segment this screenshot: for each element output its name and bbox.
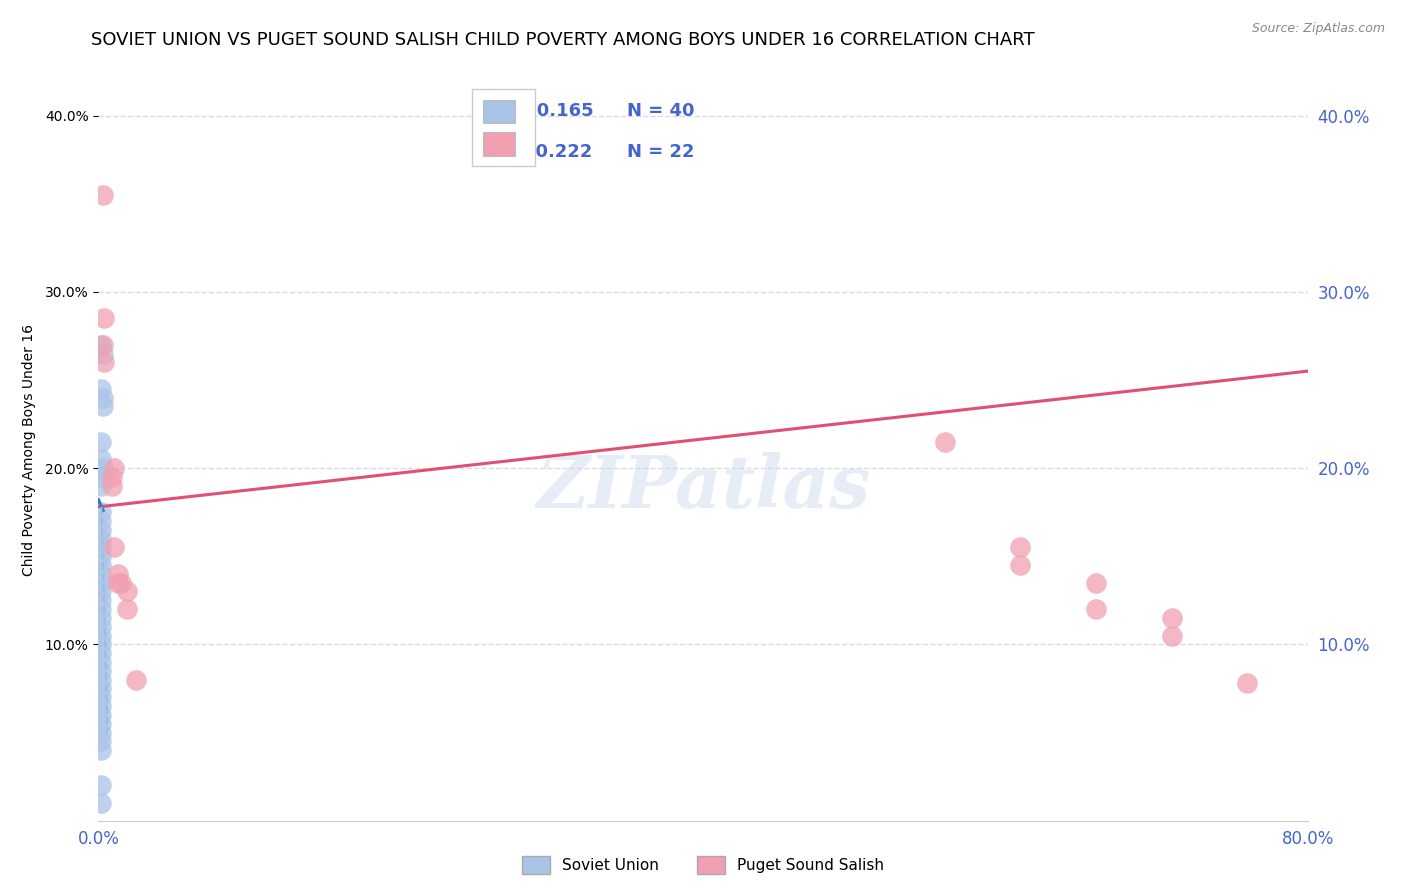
Point xyxy=(90,505,112,519)
Point xyxy=(90,707,112,722)
Point xyxy=(91,337,114,351)
Point xyxy=(90,620,112,634)
Point xyxy=(91,391,114,405)
Point xyxy=(1160,628,1182,642)
Point xyxy=(1085,602,1108,616)
Point xyxy=(90,681,112,696)
Point xyxy=(90,584,112,599)
Point xyxy=(115,602,138,616)
Legend: Soviet Union, Puget Sound Salish: Soviet Union, Puget Sound Salish xyxy=(516,850,890,880)
Point xyxy=(101,479,124,493)
Point xyxy=(125,673,148,687)
Point xyxy=(90,566,112,581)
Point xyxy=(103,461,125,475)
Point xyxy=(90,382,112,396)
Point xyxy=(103,541,125,555)
Point xyxy=(90,664,112,678)
Point xyxy=(90,716,112,731)
Point xyxy=(90,558,112,572)
Point xyxy=(1236,676,1258,690)
Text: R = -0.165: R = -0.165 xyxy=(488,102,593,120)
Point xyxy=(90,541,112,555)
Text: N = 22: N = 22 xyxy=(627,144,695,161)
Point xyxy=(90,655,112,669)
Point xyxy=(90,470,112,484)
Point xyxy=(90,593,112,607)
Point xyxy=(90,549,112,564)
Point xyxy=(115,584,138,599)
Y-axis label: Child Poverty Among Boys Under 16: Child Poverty Among Boys Under 16 xyxy=(22,325,37,576)
Point xyxy=(90,673,112,687)
Point xyxy=(90,628,112,642)
Point xyxy=(90,479,112,493)
Point xyxy=(90,434,112,449)
Point xyxy=(93,311,115,326)
Point xyxy=(90,646,112,660)
Point xyxy=(1010,558,1032,572)
Point xyxy=(1010,541,1032,555)
Point xyxy=(91,461,114,475)
Text: N = 40: N = 40 xyxy=(627,102,695,120)
Point xyxy=(90,637,112,651)
Point xyxy=(90,523,112,537)
Point xyxy=(93,355,115,369)
Point xyxy=(90,796,112,810)
Point xyxy=(90,602,112,616)
Point xyxy=(101,470,124,484)
Point xyxy=(90,734,112,748)
Point xyxy=(90,690,112,705)
Legend: , : , xyxy=(472,89,536,167)
Point xyxy=(1160,611,1182,625)
Point xyxy=(91,187,114,202)
Point xyxy=(91,400,114,414)
Point xyxy=(90,532,112,546)
Point xyxy=(90,575,112,590)
Text: ZIPatlas: ZIPatlas xyxy=(536,452,870,523)
Text: R =  0.222: R = 0.222 xyxy=(488,144,592,161)
Point xyxy=(110,575,132,590)
Point xyxy=(107,566,129,581)
Text: Source: ZipAtlas.com: Source: ZipAtlas.com xyxy=(1251,22,1385,36)
Point xyxy=(90,337,112,351)
Point xyxy=(107,575,129,590)
Point xyxy=(90,452,112,467)
Point xyxy=(90,725,112,739)
Point xyxy=(934,434,956,449)
Point xyxy=(90,514,112,528)
Point xyxy=(90,611,112,625)
Point xyxy=(1085,575,1108,590)
Point xyxy=(90,699,112,714)
Point xyxy=(91,346,114,360)
Point xyxy=(90,743,112,757)
Point xyxy=(90,778,112,792)
Text: SOVIET UNION VS PUGET SOUND SALISH CHILD POVERTY AMONG BOYS UNDER 16 CORRELATION: SOVIET UNION VS PUGET SOUND SALISH CHILD… xyxy=(91,31,1035,49)
